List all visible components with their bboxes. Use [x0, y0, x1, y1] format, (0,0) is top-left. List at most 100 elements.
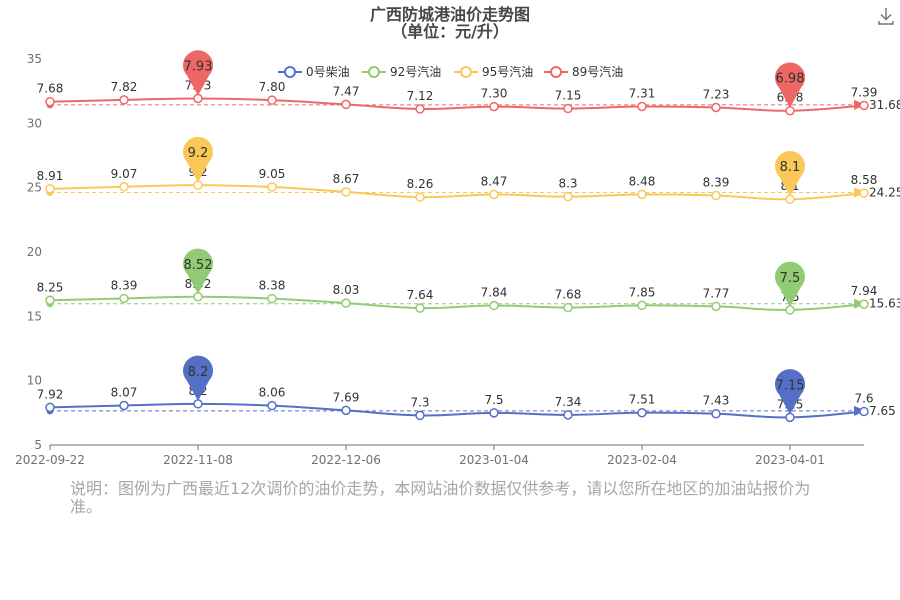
data-label: 7.68: [555, 288, 582, 302]
data-label: 8.26: [407, 177, 434, 191]
data-point: [45, 402, 55, 413]
data-point: [119, 400, 129, 411]
legend-item[interactable]: 0号柴油: [278, 65, 350, 79]
chart-subtitle: （单位：元/升）: [391, 22, 509, 41]
legend-symbol: [460, 66, 472, 78]
data-point: [267, 182, 277, 192]
legend-item[interactable]: 92号汽油: [362, 64, 441, 79]
data-point: [859, 406, 869, 417]
y-tick-label: 30: [27, 116, 42, 130]
min-marker-shape: [775, 151, 806, 197]
data-label: 7.30: [481, 87, 508, 101]
data-label: 7.69: [333, 390, 360, 404]
x-tick-label: 2022-12-06: [311, 453, 381, 467]
min-marker: 7.15: [775, 369, 806, 415]
data-point: [785, 105, 795, 116]
min-marker-shape: [775, 369, 806, 415]
data-point: [45, 96, 55, 107]
data-label: 8.03: [333, 283, 360, 297]
series-line: [49, 184, 865, 201]
y-tick-label: 5: [34, 438, 42, 452]
data-label: 8.48: [629, 174, 656, 188]
data-point: [341, 405, 351, 416]
data-point: [489, 300, 499, 311]
data-point: [637, 300, 647, 311]
data-label: 7.31: [629, 86, 656, 100]
data-point: [119, 293, 129, 304]
data-point: [489, 408, 499, 418]
legend-symbol: [284, 66, 296, 78]
chart-title: 广西防城港油价走势图: [370, 5, 530, 24]
data-point: [193, 180, 203, 190]
data-point: [45, 184, 55, 194]
max-marker-label: 7.93: [184, 60, 213, 75]
legend-item[interactable]: 89号汽油: [544, 64, 623, 79]
series-line: [49, 295, 865, 311]
data-point: [415, 192, 425, 202]
max-marker-label: 8.52: [184, 258, 213, 273]
data-label: 7.43: [703, 394, 730, 408]
data-point: [193, 93, 203, 104]
data-label: 7.77: [703, 286, 730, 300]
min-marker-shape: [775, 261, 806, 307]
data-label: 7.92: [37, 387, 64, 401]
max-marker-shape: [183, 136, 214, 183]
max-marker-shape: [183, 248, 214, 294]
min-marker: 6.98: [775, 62, 805, 108]
data-point: [563, 302, 573, 313]
data-point: [785, 305, 795, 315]
data-label: 7.51: [629, 393, 656, 407]
min-marker-shape: [775, 62, 805, 108]
data-label: 7.6: [854, 392, 873, 406]
x-tick-label: 2022-11-08: [163, 453, 233, 467]
data-label: 7.15: [555, 89, 582, 103]
max-marker: 9.2: [183, 136, 214, 183]
download-icon[interactable]: [876, 6, 896, 26]
data-label: 7.85: [629, 285, 656, 299]
legend-label: 0号柴油: [306, 65, 350, 79]
data-label: 9.07: [111, 167, 138, 181]
data-point: [489, 189, 499, 200]
data-point: [711, 301, 721, 312]
data-label: 8.39: [111, 278, 138, 292]
data-point: [45, 295, 55, 305]
data-label: 7.12: [407, 89, 434, 103]
chart-note: 说明：图例为广西最近12次调价的油价走势，本网站油价数据仅供参考，请以您所在地区…: [70, 479, 811, 516]
data-point: [415, 104, 425, 114]
series-line: [49, 97, 865, 112]
data-label: 8.38: [259, 279, 286, 293]
data-point: [267, 400, 277, 411]
legend-symbol: [368, 66, 380, 78]
data-label: 8.91: [37, 169, 64, 183]
average-label: 31.68: [869, 98, 900, 112]
average-label: 7.65: [869, 404, 896, 418]
min-marker: 7.5: [775, 261, 806, 307]
data-label: 7.39: [851, 85, 878, 99]
max-marker: 8.52: [183, 248, 214, 294]
data-label: 7.82: [111, 80, 138, 94]
max-marker-label: 8.2: [188, 365, 209, 380]
data-point: [119, 182, 129, 192]
min-marker-label: 6.98: [776, 72, 805, 87]
data-label: 9.05: [259, 167, 286, 181]
data-label: 7.84: [481, 286, 508, 300]
series-2: 15.638.258.398.528.388.037.647.847.687.8…: [37, 277, 900, 315]
data-point: [489, 101, 499, 112]
max-marker: 7.93: [183, 50, 214, 96]
legend-item[interactable]: 95号汽油: [454, 64, 533, 79]
data-point: [415, 303, 425, 313]
max-marker: 8.2: [183, 355, 214, 401]
data-label: 8.07: [111, 385, 138, 399]
max-marker-shape: [183, 355, 214, 401]
data-label: 8.25: [37, 280, 64, 294]
data-label: 8.58: [851, 173, 878, 187]
legend-label: 92号汽油: [390, 64, 441, 79]
data-point: [637, 407, 647, 418]
data-label: 7.64: [407, 288, 434, 302]
x-tick-label: 2023-02-04: [607, 453, 677, 467]
series-3: 24.258.919.079.29.058.678.268.478.38.488…: [37, 165, 900, 204]
data-label: 7.23: [703, 88, 730, 102]
data-point: [785, 412, 795, 423]
data-label: 8.3: [558, 177, 577, 191]
data-point: [563, 191, 573, 202]
